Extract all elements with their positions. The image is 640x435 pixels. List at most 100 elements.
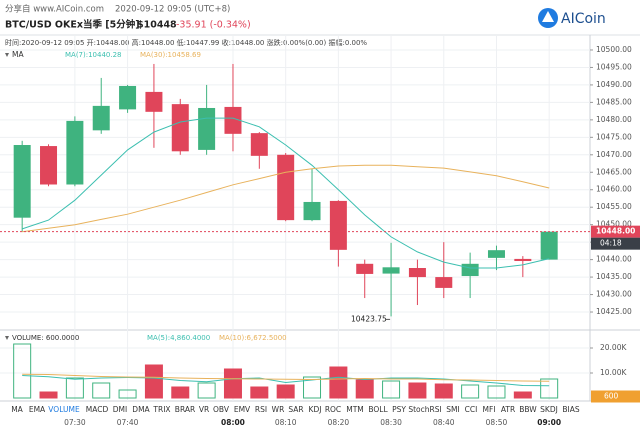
- legend-title: MA: [12, 50, 24, 59]
- y-tick-label: 10500.00: [596, 45, 632, 54]
- indicator-tab[interactable]: TRIX: [152, 405, 170, 414]
- datetime: 2020-09-12 09:05 (UTC+8): [115, 5, 230, 15]
- volume-bar: [487, 385, 506, 399]
- y-tick-label: 10440.00: [596, 255, 632, 264]
- y-tick-label: 10435.00: [596, 272, 632, 281]
- volume-bar: [223, 368, 242, 399]
- y-tick-label: 10490.00: [596, 80, 632, 89]
- indicator-tab[interactable]: DMI: [113, 405, 127, 414]
- last-price-box: [591, 225, 640, 238]
- legend-caret: [5, 53, 9, 57]
- indicator-tab[interactable]: RSI: [255, 405, 267, 414]
- candle-body: [13, 145, 31, 218]
- indicator-tab[interactable]: MACD: [86, 405, 109, 414]
- legend-entry: MA(30):10458.69: [140, 51, 201, 59]
- y-tick-label: 10430.00: [596, 290, 632, 299]
- volume-bar: [13, 343, 32, 399]
- y-tick-label: 10.00K: [600, 368, 627, 377]
- indicator-tab[interactable]: MTM: [346, 405, 364, 414]
- countdown: 04:18: [600, 239, 622, 248]
- indicator-tab[interactable]: OBV: [213, 405, 230, 414]
- indicator-tab[interactable]: SKDJ: [540, 405, 558, 414]
- indicator-tab[interactable]: BBW: [519, 405, 537, 414]
- candle-body: [408, 268, 426, 278]
- price: $10448: [137, 20, 177, 31]
- countdown-box: [591, 237, 640, 250]
- volume-bar: [382, 380, 401, 399]
- indicator-tab[interactable]: StochRSI: [408, 405, 441, 414]
- candle-body: [171, 104, 189, 152]
- indicator-tab[interactable]: BOLL: [368, 405, 388, 414]
- x-tick-label: 08:20: [328, 418, 350, 427]
- indicator-tab[interactable]: BRAR: [175, 405, 195, 414]
- indicator-tab[interactable]: MFI: [483, 405, 496, 414]
- low-annotation: 10423.75: [351, 314, 387, 323]
- y-tick-label: 10455.00: [596, 202, 632, 211]
- ma-line: [22, 117, 550, 269]
- volume-bar: [329, 366, 348, 399]
- change: -35.91 (-0.34%): [176, 20, 251, 31]
- y-tick-label: 10480.00: [596, 115, 632, 124]
- volume-bar: [513, 391, 532, 399]
- y-tick-label: 10485.00: [596, 97, 632, 106]
- y-tick-label: 10475.00: [596, 132, 632, 141]
- last-price-label: 10448.00: [596, 227, 635, 236]
- indicator-tab[interactable]: DMA: [132, 405, 150, 414]
- ma-line: [22, 164, 550, 233]
- candle-body: [303, 201, 321, 221]
- volume-bar: [303, 376, 322, 399]
- volume-bar: [197, 382, 216, 399]
- volume-bar: [65, 377, 84, 399]
- indicator-tab[interactable]: ROC: [325, 405, 341, 414]
- legend-entry: MA(10):6,672.5000: [219, 334, 287, 342]
- candle-body: [540, 231, 558, 260]
- legend-entry: MA(5):4,860.4000: [147, 334, 210, 342]
- indicator-tab[interactable]: MA: [11, 405, 23, 414]
- volume-bar: [118, 389, 137, 399]
- x-tick-label: 08:50: [486, 418, 508, 427]
- x-tick-label: 08:00: [221, 418, 245, 427]
- indicator-tab[interactable]: EMA: [29, 405, 46, 414]
- candle-body: [514, 258, 532, 262]
- indicator-tab[interactable]: SAR: [288, 405, 303, 414]
- indicator-tab[interactable]: KDJ: [309, 405, 322, 414]
- y-tick-label: 10425.00: [596, 307, 632, 316]
- volume-bar: [250, 386, 269, 399]
- candle-body: [250, 133, 268, 156]
- legend-caret: [5, 336, 9, 340]
- volume-bar: [355, 379, 374, 399]
- volume-bar: [144, 364, 163, 399]
- current-volume-label: 600: [604, 392, 619, 401]
- y-tick-label: 10465.00: [596, 167, 632, 176]
- candle-body: [224, 106, 242, 134]
- volume-bar: [276, 384, 295, 399]
- candle-body: [40, 146, 58, 185]
- volume-bar: [461, 384, 480, 399]
- y-tick-label: 10470.00: [596, 150, 632, 159]
- x-tick-label: 07:40: [117, 418, 139, 427]
- indicator-tab[interactable]: PSY: [392, 405, 406, 414]
- indicator-tab[interactable]: SMI: [446, 405, 459, 414]
- indicator-tab[interactable]: ATR: [501, 405, 515, 414]
- indicator-tab[interactable]: VR: [199, 405, 209, 414]
- indicator-tab[interactable]: EMV: [234, 405, 251, 414]
- volume-bar: [540, 378, 559, 399]
- indicator-tab[interactable]: BIAS: [562, 405, 579, 414]
- candle-body: [356, 263, 374, 274]
- indicator-tab[interactable]: WR: [272, 405, 285, 414]
- x-tick-label: 07:30: [64, 418, 86, 427]
- x-tick-label: 08:30: [380, 418, 402, 427]
- y-tick-label: 10460.00: [596, 185, 632, 194]
- volume-ma-line: [22, 373, 550, 382]
- candle-body: [119, 85, 137, 110]
- logo-text: AICoin: [561, 11, 606, 27]
- y-tick-label: 10450.00: [596, 220, 632, 229]
- current-volume-box: [591, 390, 640, 403]
- share-text: 分享自 www.AICoin.com: [5, 4, 104, 15]
- y-tick-label: 20.00K: [600, 343, 627, 352]
- indicator-tab[interactable]: VOLUME: [48, 405, 80, 414]
- symbol: BTC/USD OKEx当季 [5分钟]: [5, 19, 140, 31]
- indicator-tab[interactable]: CCI: [465, 405, 478, 414]
- candle-body: [487, 250, 505, 258]
